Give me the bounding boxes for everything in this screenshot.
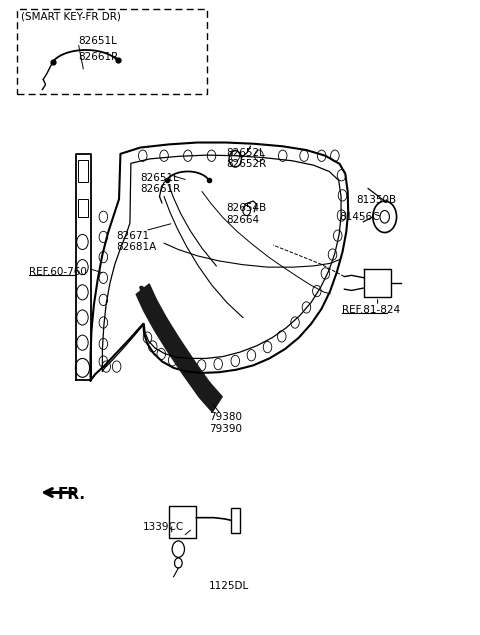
Polygon shape xyxy=(155,318,180,352)
Text: 79380
79390: 79380 79390 xyxy=(209,412,242,434)
Text: 82671
82681A: 82671 82681A xyxy=(117,231,157,252)
Text: 82654B
82664: 82654B 82664 xyxy=(226,203,266,225)
Text: 82651L
82661R: 82651L 82661R xyxy=(140,173,180,194)
Text: 82661R: 82661R xyxy=(79,52,119,62)
Bar xyxy=(169,506,196,538)
Text: REF.60-760: REF.60-760 xyxy=(29,267,87,277)
Text: 81350B: 81350B xyxy=(356,195,396,204)
Bar xyxy=(230,507,240,533)
Polygon shape xyxy=(168,338,194,375)
Text: (SMART KEY-FR DR): (SMART KEY-FR DR) xyxy=(21,11,120,22)
Text: REF.81-824: REF.81-824 xyxy=(342,305,400,315)
Polygon shape xyxy=(183,361,210,397)
Polygon shape xyxy=(136,284,156,310)
Polygon shape xyxy=(144,299,167,330)
Text: 81456C: 81456C xyxy=(340,211,380,222)
Polygon shape xyxy=(200,382,222,412)
Text: 82651L: 82651L xyxy=(79,36,118,46)
Bar xyxy=(78,199,88,217)
Text: 1339CC: 1339CC xyxy=(143,522,184,532)
Text: 82652L
82652R: 82652L 82652R xyxy=(226,147,266,169)
Text: 1125DL: 1125DL xyxy=(209,580,250,591)
Bar xyxy=(78,160,88,182)
Text: FR.: FR. xyxy=(57,488,85,502)
